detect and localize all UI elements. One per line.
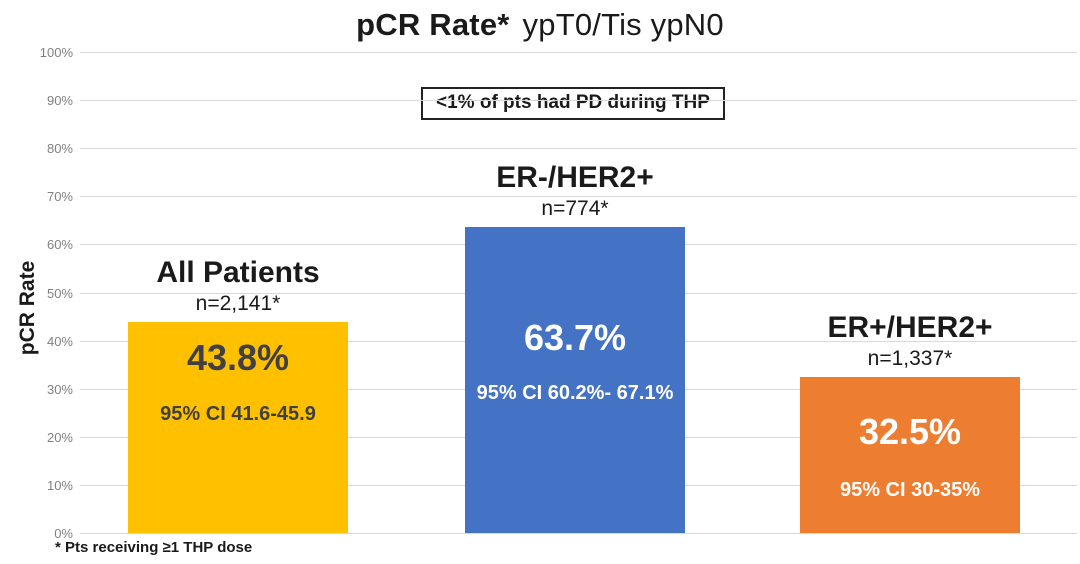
gridline-70%	[80, 196, 1077, 198]
footnote: * Pts receiving ≥1 THP dose	[55, 539, 253, 556]
y-tick-label: 10%	[46, 477, 73, 493]
bar-3	[800, 376, 1020, 533]
chart-title-subtext: ypT0/Tis ypN0	[522, 7, 724, 42]
bar-ci-label: 95% CI 30-35%	[839, 478, 981, 501]
bar-2	[465, 226, 685, 533]
chart-title: pCR Rate* ypT0/Tis ypN0	[0, 7, 1080, 43]
y-tick-label: 90%	[46, 93, 73, 109]
y-tick-label: 100%	[39, 45, 73, 60]
y-tick-label: 80%	[46, 141, 73, 157]
bar-category-header: All Patients n=2,141*	[68, 256, 408, 315]
bar-ci-label: 95% CI 41.6-45.9	[160, 403, 316, 426]
bar-1	[128, 322, 348, 533]
bar-n-label: n=1,337*	[867, 346, 953, 370]
bar-category-label: ER-/HER2+	[496, 160, 654, 194]
y-tick-label: 60%	[46, 237, 73, 253]
chart-title-bold: pCR Rate*	[356, 7, 510, 42]
annotation-callout: <1% of pts had PD during THP	[421, 87, 725, 120]
y-tick-label: 40%	[46, 333, 73, 349]
bar-ci-label: 95% CI 60.2%- 67.1%	[476, 381, 674, 404]
bar-category-header: ER-/HER2+ n=774*	[405, 161, 745, 220]
bar-category-label: ER+/HER2+	[827, 310, 993, 344]
y-tick-label: 70%	[46, 189, 73, 205]
gridline-100%	[80, 52, 1077, 53]
gridline-0%	[80, 533, 1077, 534]
gridline-90%	[80, 100, 1077, 102]
bar-value-label: 32.5%	[858, 410, 962, 452]
gridline-80%	[80, 148, 1077, 150]
bar-n-label: n=2,141*	[195, 292, 281, 316]
y-tick-label: 30%	[46, 381, 73, 397]
bar-category-header: ER+/HER2+ n=1,337*	[740, 311, 1080, 370]
y-tick-label: 0%	[54, 526, 73, 541]
bar-category-label: All Patients	[156, 256, 320, 290]
y-tick-label: 50%	[46, 285, 73, 301]
bar-value-label: 43.8%	[186, 337, 290, 379]
y-tick-label: 20%	[46, 429, 73, 445]
bar-n-label: n=774*	[541, 196, 609, 220]
bar-value-label: 63.7%	[523, 316, 627, 358]
